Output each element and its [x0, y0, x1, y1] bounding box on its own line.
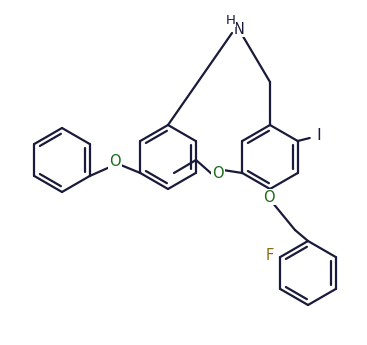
Text: N: N: [233, 21, 244, 37]
Text: I: I: [316, 128, 321, 144]
Text: O: O: [109, 155, 121, 169]
Text: F: F: [265, 248, 273, 264]
Text: O: O: [263, 189, 275, 205]
Text: H: H: [226, 13, 236, 27]
Text: O: O: [212, 166, 224, 180]
